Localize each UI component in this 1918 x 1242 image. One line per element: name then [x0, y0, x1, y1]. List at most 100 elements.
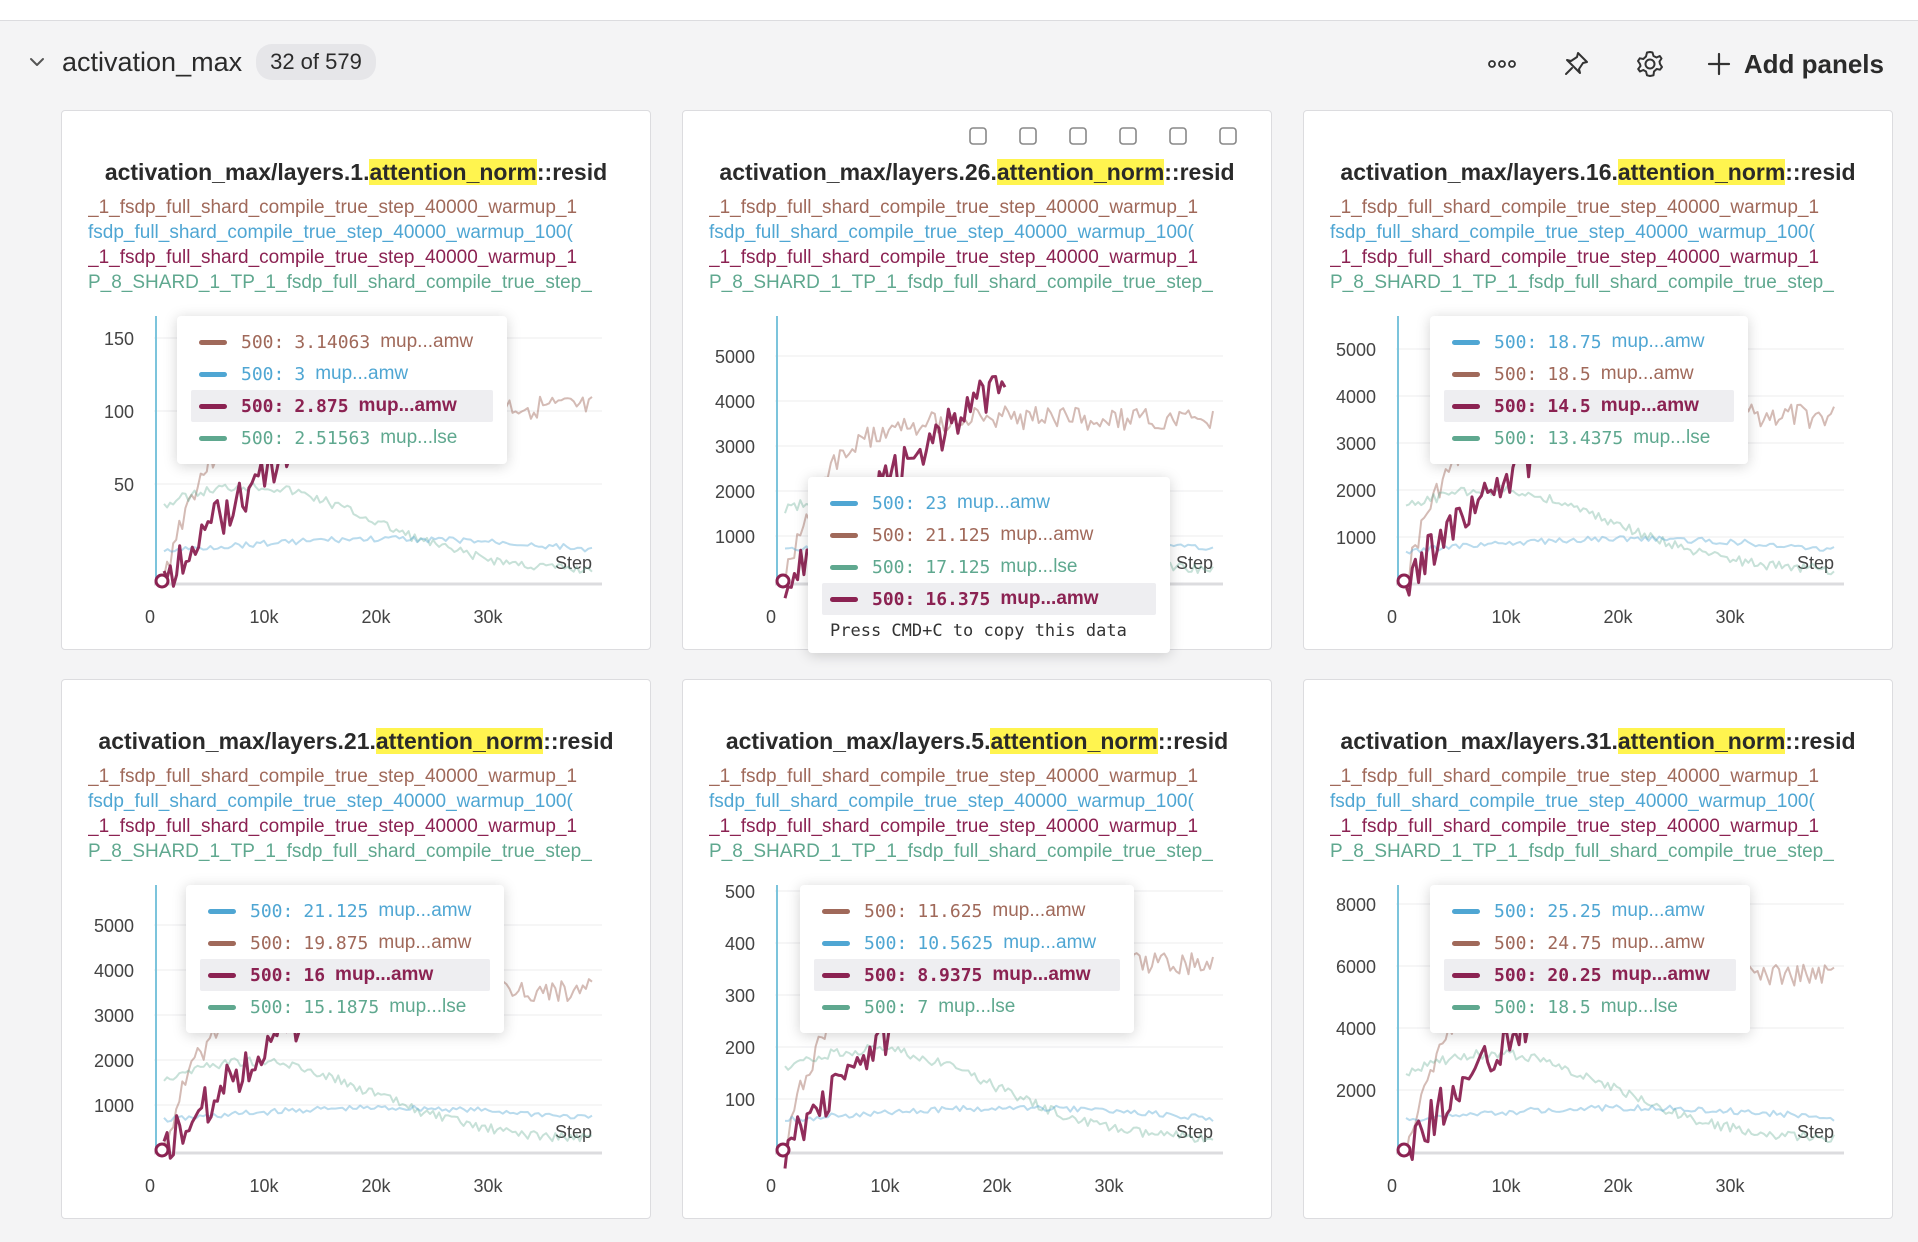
more-horizontal-icon[interactable]: [1213, 121, 1243, 151]
run-name[interactable]: _1_fsdp_full_shard_compile_true_step_400…: [709, 766, 1199, 787]
tooltip-row[interactable]: 500: 13.4375 mup...lse: [1444, 422, 1734, 454]
chart-panel[interactable]: activation_max/layers.31.attention_norm:…: [1303, 679, 1893, 1219]
tooltip-row[interactable]: 500: 16 mup...amw: [200, 959, 490, 991]
panel-title[interactable]: activation_max/layers.21.attention_norm:…: [62, 728, 650, 755]
tooltip-row[interactable]: 500: 2.51563 mup...lse: [191, 422, 493, 454]
tooltip-row[interactable]: 500: 21.125 mup...amw: [200, 895, 490, 927]
tooltip-row[interactable]: 500: 3.14063 mup...amw: [191, 326, 493, 358]
tooltip-row[interactable]: 500: 19.875 mup...amw: [200, 927, 490, 959]
run-name[interactable]: fsdp_full_shard_compile_true_step_40000_…: [709, 791, 1194, 812]
tooltip-run-name: mup...amw: [1611, 964, 1710, 985]
run-name[interactable]: _1_fsdp_full_shard_compile_true_step_400…: [709, 197, 1199, 218]
series-line[interactable]: [163, 1056, 593, 1143]
more-horizontal-icon[interactable]: [1478, 44, 1526, 84]
run-name[interactable]: P_8_SHARD_1_TP_1_fsdp_full_shard_compile…: [709, 841, 1213, 862]
series-line[interactable]: [163, 481, 593, 574]
run-name[interactable]: _1_fsdp_full_shard_compile_true_step_400…: [88, 766, 578, 787]
tooltip-row[interactable]: 500: 16.375 mup...amw: [822, 583, 1156, 615]
series-line[interactable]: [163, 535, 593, 553]
pin-icon[interactable]: [1552, 44, 1600, 84]
run-name[interactable]: P_8_SHARD_1_TP_1_fsdp_full_shard_compile…: [88, 841, 592, 862]
x-tick-label: 10k: [249, 1176, 279, 1196]
run-name[interactable]: P_8_SHARD_1_TP_1_fsdp_full_shard_compile…: [88, 272, 592, 293]
series-swatch: [208, 940, 236, 946]
run-name[interactable]: P_8_SHARD_1_TP_1_fsdp_full_shard_compile…: [1330, 841, 1834, 862]
series-line[interactable]: [785, 1104, 1214, 1123]
x-tick-label: 0: [145, 1176, 155, 1196]
panel-title-suffix: ::resid: [543, 728, 614, 754]
series-line[interactable]: [1405, 535, 1835, 555]
series-line[interactable]: [163, 1104, 593, 1123]
run-name[interactable]: fsdp_full_shard_compile_true_step_40000_…: [1330, 222, 1815, 243]
line-chart[interactable]: 5000 4000 3000 2000 1000 0 10k 20k 30k Step: [62, 680, 651, 1219]
panel-title[interactable]: activation_max/layers.31.attention_norm:…: [1304, 728, 1892, 755]
run-name[interactable]: _1_fsdp_full_shard_compile_true_step_400…: [1330, 247, 1820, 268]
fullscreen-icon[interactable]: [1163, 121, 1193, 151]
chart-panel[interactable]: activation_max/layers.16.attention_norm:…: [1303, 110, 1893, 650]
tooltip-row[interactable]: 500: 2.875 mup...amw: [191, 390, 493, 422]
tooltip-row[interactable]: 500: 10.5625 mup...amw: [814, 927, 1120, 959]
series-swatch: [822, 972, 850, 978]
section-title[interactable]: activation_max: [62, 46, 243, 77]
tooltip-run-name: mup...amw: [1600, 363, 1694, 384]
run-name[interactable]: fsdp_full_shard_compile_true_step_40000_…: [88, 791, 573, 812]
chevron-down-icon[interactable]: [26, 51, 48, 73]
run-name[interactable]: _1_fsdp_full_shard_compile_true_step_400…: [1330, 197, 1820, 218]
panel-title[interactable]: activation_max/layers.16.attention_norm:…: [1304, 159, 1892, 186]
series-line[interactable]: [1405, 1104, 1835, 1122]
tooltip-value: 16.375: [925, 588, 991, 610]
tooltip-row[interactable]: 500: 18.5 mup...lse: [1444, 991, 1736, 1023]
run-name[interactable]: _1_fsdp_full_shard_compile_true_step_400…: [88, 197, 578, 218]
tooltip-row[interactable]: 500: 20.25 mup...amw: [1444, 959, 1736, 991]
drag-handle-icon[interactable]: [963, 121, 993, 151]
tooltip-row[interactable]: 500: 21.125 mup...amw: [822, 519, 1156, 551]
run-name[interactable]: _1_fsdp_full_shard_compile_true_step_400…: [709, 816, 1199, 837]
tooltip-row[interactable]: 500: 18.5 mup...amw: [1444, 358, 1734, 390]
tooltip-row[interactable]: 500: 17.125 mup...lse: [822, 551, 1156, 583]
run-name[interactable]: P_8_SHARD_1_TP_1_fsdp_full_shard_compile…: [1330, 272, 1834, 293]
run-name[interactable]: _1_fsdp_full_shard_compile_true_step_400…: [88, 816, 578, 837]
y-tick-label: 300: [725, 986, 755, 1006]
panel-title[interactable]: activation_max/layers.5.attention_norm::…: [683, 728, 1271, 755]
run-name[interactable]: _1_fsdp_full_shard_compile_true_step_400…: [88, 247, 578, 268]
chart-panel[interactable]: activation_max/layers.21.attention_norm:…: [61, 679, 651, 1219]
tooltip-row[interactable]: 500: 25.25 mup...amw: [1444, 895, 1736, 927]
share-icon[interactable]: [1063, 121, 1093, 151]
run-name[interactable]: _1_fsdp_full_shard_compile_true_step_400…: [1330, 766, 1820, 787]
tooltip-row[interactable]: 500: 8.9375 mup...amw: [814, 959, 1120, 991]
panel-title[interactable]: activation_max/layers.26.attention_norm:…: [683, 159, 1271, 186]
series-line[interactable]: [784, 1044, 1214, 1143]
run-name[interactable]: P_8_SHARD_1_TP_1_fsdp_full_shard_compile…: [709, 272, 1213, 293]
edit-icon[interactable]: [1113, 121, 1143, 151]
series-swatch: [1452, 403, 1480, 409]
tooltip-run-name: mup...amw: [1611, 331, 1705, 352]
clipboard-icon[interactable]: [1013, 121, 1043, 151]
tooltip-row[interactable]: 500: 15.1875 mup...lse: [200, 991, 490, 1023]
tooltip-row[interactable]: 500: 3 mup...amw: [191, 358, 493, 390]
tooltip-row[interactable]: 500: 23 mup...amw: [822, 487, 1156, 519]
run-name[interactable]: fsdp_full_shard_compile_true_step_40000_…: [709, 222, 1194, 243]
tooltip-row[interactable]: 500: 24.75 mup...amw: [1444, 927, 1736, 959]
tooltip-row[interactable]: 500: 14.5 mup...amw: [1444, 390, 1734, 422]
run-name[interactable]: _1_fsdp_full_shard_compile_true_step_400…: [1330, 816, 1820, 837]
chart-panel[interactable]: activation_max/layers.1.attention_norm::…: [61, 110, 651, 650]
tooltip-row[interactable]: 500: 11.625 mup...amw: [814, 895, 1120, 927]
gear-icon[interactable]: [1626, 44, 1674, 84]
tooltip-value: 21.125: [303, 900, 369, 922]
run-name[interactable]: _1_fsdp_full_shard_compile_true_step_400…: [709, 247, 1199, 268]
series-swatch: [822, 908, 850, 914]
x-tick-label: 0: [1387, 607, 1397, 627]
panel-title[interactable]: activation_max/layers.1.attention_norm::…: [62, 159, 650, 186]
run-name[interactable]: fsdp_full_shard_compile_true_step_40000_…: [88, 222, 573, 243]
tooltip-row[interactable]: 500: 7 mup...lse: [814, 991, 1120, 1023]
tooltip-row[interactable]: 500: 18.75 mup...amw: [1444, 326, 1734, 358]
series-line[interactable]: [1405, 1049, 1835, 1144]
chart-panel[interactable]: activation_max/layers.5.attention_norm::…: [682, 679, 1272, 1219]
add-panels-label: Add panels: [1743, 48, 1884, 79]
line-chart[interactable]: 8000 6000 4000 2000 0 10k 20k 30k Step: [1304, 680, 1893, 1219]
run-name[interactable]: fsdp_full_shard_compile_true_step_40000_…: [1330, 791, 1815, 812]
series-line[interactable]: [784, 405, 1214, 584]
series-line[interactable]: [1405, 484, 1835, 576]
series-swatch: [822, 940, 850, 946]
add-panels-button[interactable]: Add panels: [1700, 49, 1890, 80]
